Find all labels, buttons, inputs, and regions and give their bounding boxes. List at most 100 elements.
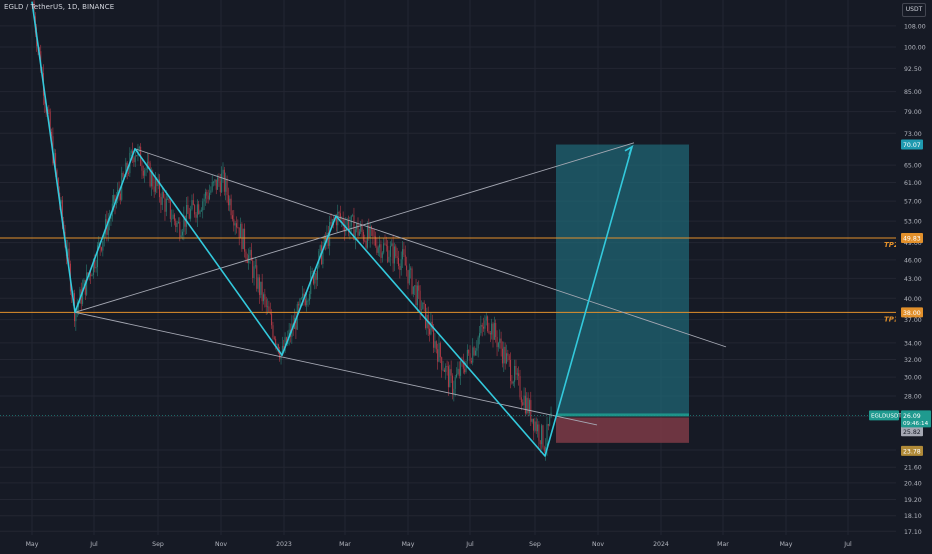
candle-body xyxy=(252,260,254,278)
price-tick-label: 34.00 xyxy=(904,340,922,347)
candle-body xyxy=(299,298,301,306)
candle-body xyxy=(492,323,494,340)
candle-body xyxy=(186,204,188,227)
candle-body xyxy=(476,348,478,351)
candle-body xyxy=(348,220,350,233)
candle-body xyxy=(387,245,389,262)
profit-zone xyxy=(556,144,689,416)
candle-body xyxy=(55,153,57,170)
candle-body xyxy=(242,228,244,249)
price-tick-label: 40.00 xyxy=(904,296,922,303)
current-countdown: 09:46:14 xyxy=(903,421,929,427)
candle-body xyxy=(522,402,524,406)
candle-body xyxy=(86,272,88,295)
candle-body xyxy=(125,162,127,177)
candle-body xyxy=(402,249,404,260)
candle-body xyxy=(302,293,304,299)
candle-body xyxy=(213,181,215,183)
candle-body xyxy=(136,155,138,157)
candle-body xyxy=(338,212,340,214)
candle-body xyxy=(319,245,321,252)
candle-body xyxy=(369,226,371,239)
candle-body xyxy=(439,343,441,358)
candle-body xyxy=(523,395,525,406)
candle-body xyxy=(61,200,63,222)
candle-body xyxy=(375,236,377,246)
candle-body xyxy=(510,359,512,382)
price-tick-label: 57.00 xyxy=(904,199,922,206)
candle-body xyxy=(376,245,378,253)
candle-body xyxy=(288,329,290,337)
time-tick-label: May xyxy=(780,541,793,548)
time-tick-label: Jul xyxy=(465,541,474,548)
badge-stop: 23.78 xyxy=(903,448,921,455)
candle-body xyxy=(495,323,497,337)
candle-body xyxy=(403,249,405,255)
candle-body xyxy=(344,225,345,232)
candle-body xyxy=(450,369,452,376)
badge-tp2-bg xyxy=(901,233,923,244)
candle-body xyxy=(113,195,115,204)
candle-body xyxy=(79,289,81,304)
candle-body xyxy=(230,198,232,216)
candle-body xyxy=(360,225,362,232)
candle-body xyxy=(468,349,470,354)
candle-body xyxy=(304,299,306,306)
candle-body xyxy=(169,200,171,219)
candle-body xyxy=(365,240,367,248)
candle-body xyxy=(456,374,458,378)
candle-body xyxy=(408,269,410,284)
candle-body xyxy=(91,274,93,277)
candle-body xyxy=(105,219,107,235)
badge-tp1: 38.00 xyxy=(903,310,921,317)
candle-body xyxy=(78,303,80,308)
candle-body xyxy=(159,179,161,198)
candle-body xyxy=(366,225,368,248)
candle-body xyxy=(528,400,530,414)
candle-body xyxy=(434,341,436,348)
candle-body xyxy=(423,302,425,304)
candle-body xyxy=(211,181,213,191)
price-tick-label: 30.00 xyxy=(904,375,922,382)
candle-body xyxy=(453,388,455,395)
candle-body xyxy=(110,216,112,220)
symbol-title[interactable]: EGLD / TetherUS, 1D, BINANCE xyxy=(4,3,115,11)
candle-body xyxy=(325,236,327,243)
candle-body xyxy=(527,397,529,414)
candle-body xyxy=(51,131,53,137)
candle-body xyxy=(271,313,273,326)
candle-body xyxy=(172,214,174,219)
candle-body xyxy=(480,324,482,334)
candle-body xyxy=(234,223,236,226)
candle-body xyxy=(268,306,270,312)
wave-path xyxy=(31,1,633,457)
price-axis-bg xyxy=(896,0,932,550)
candle-body xyxy=(500,338,502,349)
candle-body xyxy=(534,421,536,431)
candle-body xyxy=(222,169,224,174)
candle-body xyxy=(94,259,96,269)
candle-body xyxy=(484,320,486,329)
candle-body xyxy=(155,178,156,192)
candle-body xyxy=(352,215,354,217)
candle-body xyxy=(307,300,309,302)
candle-body xyxy=(377,247,379,253)
candle-body xyxy=(460,360,462,376)
candle-body xyxy=(202,201,204,211)
candle-body xyxy=(526,397,528,414)
badge-tp2: 49.83 xyxy=(903,236,921,243)
badge-tp1-bg xyxy=(901,307,923,318)
candle-body xyxy=(236,223,237,228)
candle-body xyxy=(483,326,485,329)
candle-body xyxy=(142,170,144,176)
currency-button[interactable]: USDT xyxy=(902,3,926,17)
candle-body xyxy=(183,215,185,232)
candle-body xyxy=(358,231,360,236)
candle-body xyxy=(229,198,231,206)
candle-body xyxy=(148,161,150,163)
candle-body xyxy=(519,376,521,398)
candle-body xyxy=(410,268,412,270)
candle-body xyxy=(362,231,364,241)
